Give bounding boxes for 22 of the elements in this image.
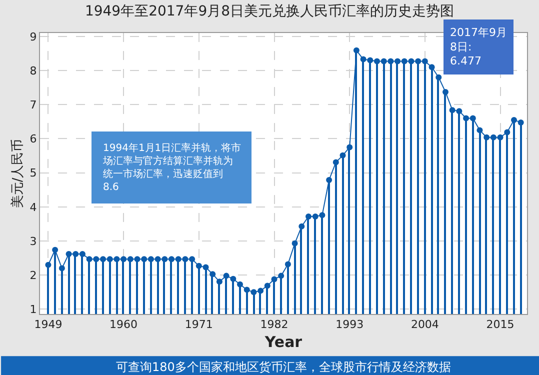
y-tick-label: 7 bbox=[30, 98, 37, 112]
annotation: 2017年9月8日: 6.477 bbox=[450, 26, 507, 68]
y-tick-label: 8 bbox=[30, 64, 37, 78]
x-tick-label: 2004 bbox=[410, 318, 439, 332]
text: 可查询180多个国家和地区货币汇率，全球股市行情及经济数据 bbox=[116, 360, 451, 374]
y-tick-label: 9 bbox=[30, 30, 37, 44]
x-tick-label: 1982 bbox=[260, 318, 288, 332]
chart-title: 1949年至2017年9月8日美元兑换人民币汇率的历史走势图 bbox=[84, 3, 454, 20]
x-tick-label: 1949 bbox=[34, 318, 62, 332]
y-axis-title: 美元/人民币 bbox=[10, 138, 26, 208]
y-tick-label: 6 bbox=[30, 132, 37, 146]
y-tick-label: 5 bbox=[30, 166, 37, 180]
y-tick-label: 1 bbox=[30, 303, 37, 316]
y-tick-label: 4 bbox=[30, 200, 37, 214]
x-tick-label: 2015 bbox=[486, 318, 514, 332]
x-tick-label: 1993 bbox=[336, 318, 364, 332]
x-axis-title: Year bbox=[264, 333, 303, 352]
y-tick-label: 3 bbox=[30, 234, 37, 248]
y-tick-label: 2 bbox=[30, 268, 37, 282]
x-tick-label: 1960 bbox=[110, 318, 138, 332]
x-tick-label: 1971 bbox=[184, 318, 213, 332]
annotation: 1994年1月1日汇率并轨，将市场汇率与官方结算汇率并轨为统一市场汇率，迅速贬值到8.6 bbox=[102, 142, 242, 193]
